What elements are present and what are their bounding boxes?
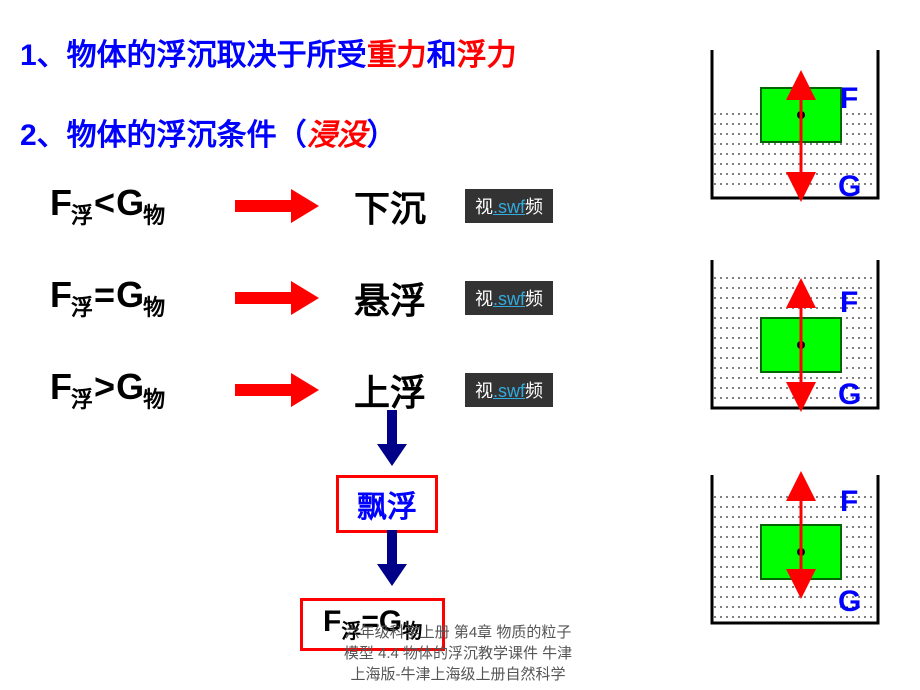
condition-row-rise: F浮 > G物 上浮 视.swf频 (50, 364, 553, 416)
footer-line-2: 模型 4.4 物体的浮沉教学课件 牛津 (278, 643, 638, 664)
footer-line-3: 上海版-牛津上海级上册自然科学 (278, 664, 638, 685)
heading-1-highlight-1: 重力 (367, 39, 427, 72)
swf-link-sink[interactable]: 视.swf频 (465, 189, 553, 223)
heading-1: 1、物体的浮沉取决于所受重力和浮力 (20, 30, 517, 74)
formula-suspend: F浮 = G物 (50, 274, 230, 322)
heading-1-highlight-2: 浮力 (457, 39, 517, 72)
slide: 1、物体的浮沉取决于所受重力和浮力 2、物体的浮沉条件（浸没） F浮 < G物 … (0, 0, 920, 690)
force-g-label: G (838, 170, 861, 204)
beaker-svg-suspend (700, 250, 890, 420)
diagram-sink: F G (700, 40, 890, 210)
force-f-label: F (840, 286, 858, 320)
heading-2-pre: 2、物体的浮沉条件（ (20, 119, 307, 152)
swf-link-suspend[interactable]: 视.swf频 (465, 281, 553, 315)
heading-1-pre: 1、物体的浮沉取决于所受 (20, 39, 367, 72)
arrow-right-icon (235, 375, 325, 405)
force-g-label: G (838, 585, 861, 619)
force-f-label: F (840, 82, 858, 116)
force-f-label: F (840, 485, 858, 519)
condition-row-sink: F浮 < G物 下沉 视.swf频 (50, 180, 553, 232)
result-sink: 下沉 (340, 180, 440, 232)
force-g-label: G (838, 378, 861, 412)
result-suspend: 悬浮 (340, 272, 440, 324)
footer-line-1: 六年级科学上册 第4章 物质的粒子 (278, 622, 638, 643)
heading-2: 2、物体的浮沉条件（浸没） (20, 110, 397, 154)
boxed-float: 飘浮 (336, 475, 438, 533)
diagram-rise: F G (700, 465, 890, 635)
arrow-right-icon (235, 191, 325, 221)
arrow-down-icon (377, 410, 407, 470)
heading-2-post: ） (367, 119, 397, 152)
formula-rise: F浮 > G物 (50, 366, 230, 414)
beaker-svg-rise (700, 465, 890, 635)
diagram-suspend: F G (700, 250, 890, 420)
footer-text: 六年级科学上册 第4章 物质的粒子 模型 4.4 物体的浮沉教学课件 牛津 上海… (278, 622, 638, 685)
beaker-svg-sink (700, 40, 890, 210)
result-rise: 上浮 (340, 364, 440, 416)
formula-sink: F浮 < G物 (50, 182, 230, 230)
heading-1-mid: 和 (427, 39, 457, 72)
condition-row-suspend: F浮 = G物 悬浮 视.swf频 (50, 272, 553, 324)
arrow-down-icon (377, 530, 407, 590)
swf-link-rise[interactable]: 视.swf频 (465, 373, 553, 407)
arrow-right-icon (235, 283, 325, 313)
heading-2-highlight: 浸没 (307, 119, 367, 152)
